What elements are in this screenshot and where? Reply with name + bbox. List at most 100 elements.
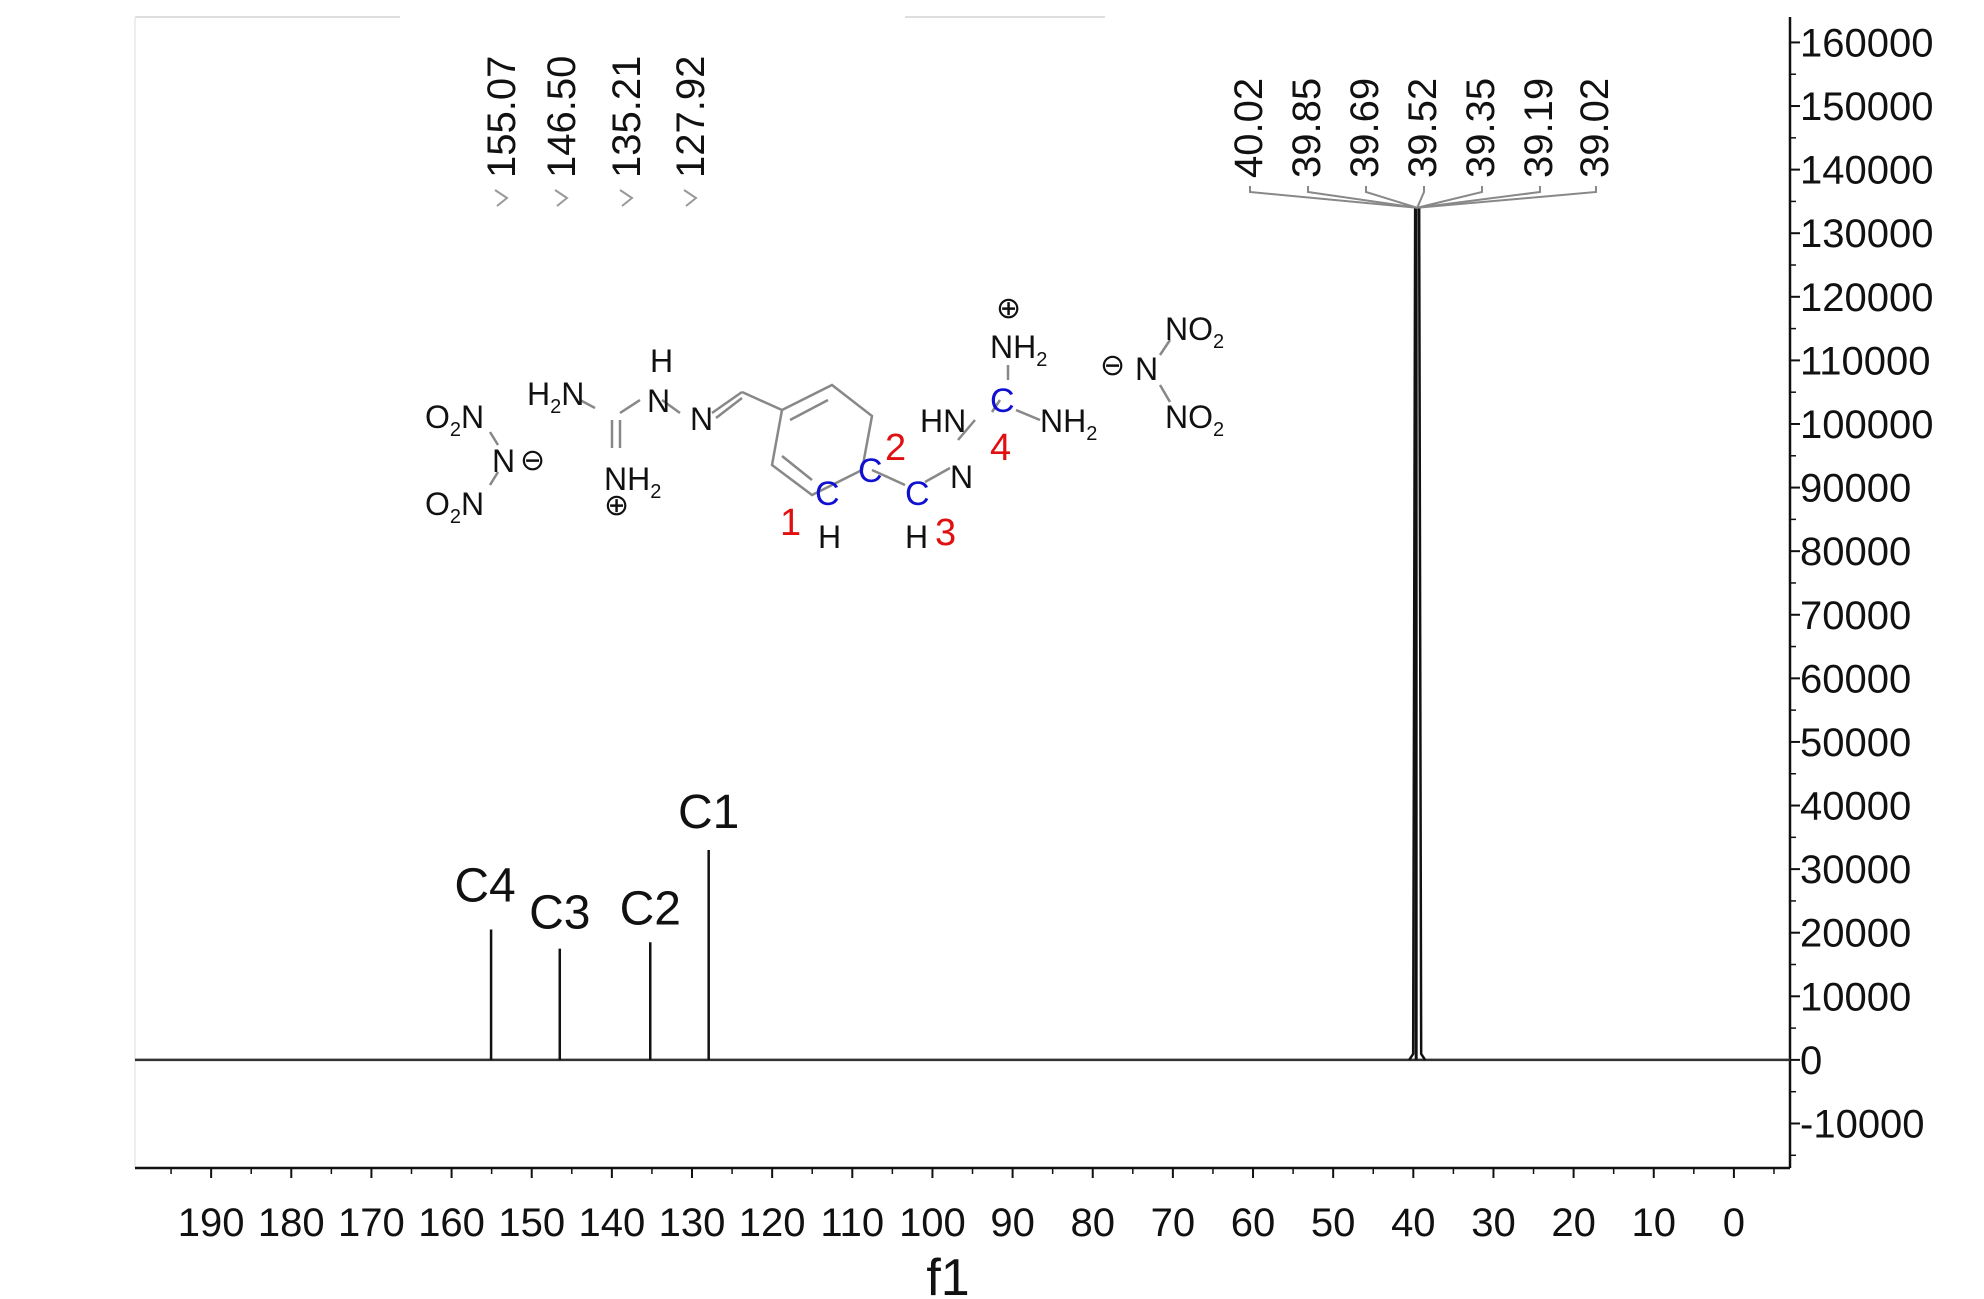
hn-right: HN bbox=[920, 403, 966, 439]
bond-right-chain bbox=[871, 468, 906, 487]
ring-double-bond-1 bbox=[789, 398, 829, 422]
carbon-annotation: C4 bbox=[454, 860, 515, 913]
x-tick-label: 190 bbox=[178, 1201, 245, 1245]
y-axis: 160000 150000 140000 130000 120000 110000 1000… bbox=[1788, 17, 1933, 1168]
label-num-2: 2 bbox=[885, 427, 906, 469]
label-num-4: 4 bbox=[990, 427, 1011, 469]
bond-nitrate-left-top bbox=[488, 431, 500, 446]
peak-value-label: 135.21 bbox=[605, 56, 649, 178]
y-tick-label: 110000 bbox=[1800, 339, 1931, 383]
nitrate-left-n: N bbox=[492, 443, 515, 479]
label-c4: C bbox=[990, 382, 1015, 420]
plus-right: ⊕ bbox=[996, 292, 1021, 325]
peak-leader bbox=[1416, 186, 1483, 209]
bond-c-nh2-right2 bbox=[1015, 408, 1041, 422]
x-tick-label: 120 bbox=[739, 1201, 806, 1245]
y-tick-label: 150000 bbox=[1800, 85, 1933, 129]
y-tick-label: -10000 bbox=[1800, 1102, 1925, 1146]
y-tick-label: 10000 bbox=[1800, 975, 1911, 1019]
peak-leader bbox=[554, 189, 569, 207]
peak-value-label: 127.92 bbox=[669, 56, 713, 178]
peak-leader bbox=[619, 189, 634, 207]
y-tick-label: 90000 bbox=[1800, 467, 1911, 511]
y-tick-label: 40000 bbox=[1800, 785, 1911, 829]
x-tick-label: 150 bbox=[498, 1201, 565, 1245]
nitrate-right-no2-bottom: NO2 bbox=[1165, 399, 1224, 441]
x-tick-label: 170 bbox=[338, 1201, 405, 1245]
nh2-left: NH2 bbox=[604, 461, 661, 503]
label-c3: C bbox=[905, 475, 930, 513]
peak-value-label: 39.69 bbox=[1343, 78, 1387, 178]
bond-left-imine bbox=[711, 390, 743, 415]
peak-value-label: 39.19 bbox=[1517, 78, 1561, 178]
x-axis-title: f1 bbox=[926, 1249, 969, 1299]
x-tick-label: 40 bbox=[1391, 1201, 1436, 1245]
x-tick-label: 100 bbox=[899, 1201, 966, 1245]
peak-value-label: 39.52 bbox=[1401, 78, 1445, 178]
label-num-3: 3 bbox=[935, 512, 956, 554]
x-tick-label: 70 bbox=[1151, 1201, 1196, 1245]
h2n-left: H2N bbox=[527, 376, 584, 418]
x-tick-label: 30 bbox=[1471, 1201, 1516, 1245]
peak-value-label: 155.07 bbox=[480, 56, 524, 178]
x-tick-label: 160 bbox=[418, 1201, 485, 1245]
n-left-1: N bbox=[647, 383, 670, 419]
peak-leader bbox=[1416, 186, 1425, 209]
peak-leader bbox=[1365, 186, 1418, 209]
y-tick-label: 120000 bbox=[1800, 276, 1933, 320]
bond-nitrate-left-bottom bbox=[488, 471, 500, 486]
x-axis: 190 180 170 160 150 140 130 120 110 100 90 80 70 60 50… bbox=[135, 1166, 1790, 1245]
bond-left-imine-double bbox=[715, 397, 743, 419]
n-left-2: N bbox=[690, 401, 713, 437]
peak-leader bbox=[1417, 186, 1597, 209]
bond-n-nh-right bbox=[957, 419, 976, 441]
carbon-annotation: C2 bbox=[620, 882, 681, 935]
peak-leader bbox=[1249, 186, 1418, 209]
nitrate-left-o2n-top: O2N bbox=[425, 399, 484, 441]
bond-c-h2n-left bbox=[579, 398, 596, 410]
y-tick-label: 160000 bbox=[1800, 21, 1933, 65]
nitrate-right-n: N bbox=[1135, 351, 1158, 387]
x-tick-label: 130 bbox=[659, 1201, 726, 1245]
x-tick-label: 60 bbox=[1231, 1201, 1276, 1245]
x-tick-label: 80 bbox=[1070, 1201, 1115, 1245]
y-tick-label: 0 bbox=[1800, 1039, 1822, 1083]
y-tick-label: 50000 bbox=[1800, 721, 1911, 765]
bond-nitrate-right-top bbox=[1158, 339, 1172, 356]
molecule-labels: O2N N ⊖ O2N H2N H N N NH2 ⊕ 1 C H C 2 C … bbox=[425, 292, 1224, 555]
peak-value-label: 146.50 bbox=[540, 56, 584, 178]
peak-labels: 155.07 146.50 135.21 127.92 40.02 39.85 39.69 3… bbox=[480, 56, 1617, 209]
nitrate-left-o2n-bottom: O2N bbox=[425, 486, 484, 528]
bond-nitrate-right-bottom bbox=[1158, 384, 1172, 403]
nh2-right: NH2 bbox=[1040, 403, 1097, 445]
label-c1: C bbox=[815, 475, 840, 513]
bond-right-imine bbox=[924, 466, 951, 484]
bond-n-n-left bbox=[661, 398, 681, 415]
y-tick-label: 20000 bbox=[1800, 912, 1911, 956]
x-tick-label: 180 bbox=[258, 1201, 325, 1245]
x-tick-label: 140 bbox=[578, 1201, 645, 1245]
peak-value-label: 39.02 bbox=[1573, 78, 1617, 178]
y-tick-label: 140000 bbox=[1800, 149, 1933, 193]
label-h3: H bbox=[905, 519, 928, 555]
nitrate-right-no2-top: NO2 bbox=[1165, 311, 1224, 353]
peak-leader bbox=[1307, 186, 1418, 209]
spectrum-trace bbox=[135, 206, 1790, 1062]
plus-left: ⊕ bbox=[604, 489, 629, 522]
label-num-1: 1 bbox=[780, 502, 801, 544]
x-tick-label: 110 bbox=[820, 1201, 884, 1245]
carbon-annotation: C3 bbox=[529, 887, 590, 940]
nh2-right-top: NH2 bbox=[990, 329, 1047, 371]
peak-leader bbox=[494, 189, 509, 207]
y-tick-label: 130000 bbox=[1800, 212, 1933, 256]
label-h1: H bbox=[818, 519, 841, 555]
y-tick-label: 60000 bbox=[1800, 657, 1911, 701]
y-tick-label: 100000 bbox=[1800, 403, 1933, 447]
carbon-annotations: C4 C3 C2 C1 bbox=[454, 786, 739, 940]
benzene-ring bbox=[770, 383, 874, 497]
x-tick-label: 10 bbox=[1632, 1201, 1677, 1245]
peak-value-label: 40.02 bbox=[1227, 78, 1271, 178]
carbon-annotation: C1 bbox=[678, 786, 739, 839]
n-right: N bbox=[950, 459, 973, 495]
